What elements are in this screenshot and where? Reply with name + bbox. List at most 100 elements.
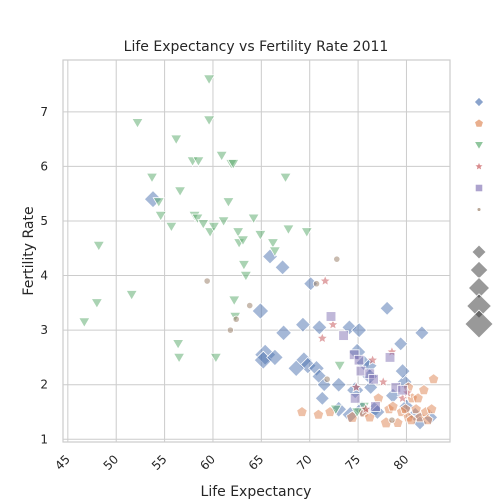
pentagon-point — [405, 414, 418, 426]
star-point — [396, 391, 409, 404]
diamond-point — [414, 325, 430, 341]
triangle-down-point — [154, 210, 168, 222]
pentagon-point — [425, 403, 438, 415]
triangle-down-point — [247, 213, 260, 225]
pentagon-point — [410, 403, 422, 415]
triangle-down-point — [165, 221, 178, 233]
triangle-down-point — [209, 352, 223, 364]
size-legend-marker — [469, 260, 489, 280]
triangle-down-point — [92, 240, 105, 252]
star-point — [376, 375, 390, 388]
x-tick-label: 45 — [52, 452, 73, 473]
y-axis-label: Fertility Rate — [21, 206, 37, 295]
triangle-down-point — [333, 360, 346, 372]
circle-point — [323, 375, 331, 383]
legend-triangle-down-marker — [473, 141, 485, 151]
triangle-down-point — [217, 216, 230, 227]
triangle-down-point — [125, 290, 138, 301]
diamond-point — [311, 319, 328, 336]
triangle-down-point — [191, 213, 204, 225]
triangle-down-point — [171, 339, 185, 350]
triangle-down-point — [226, 159, 240, 170]
legend — [464, 96, 494, 339]
triangle-down-point — [202, 74, 216, 86]
triangle-down-point — [152, 197, 165, 208]
star-point — [318, 274, 332, 287]
pentagon-point — [363, 411, 376, 423]
square-point — [325, 311, 337, 322]
circle-point — [388, 416, 396, 424]
circle-point — [333, 255, 341, 263]
triangle-down-point — [300, 227, 313, 238]
square-point — [370, 401, 381, 412]
diamond-point — [394, 363, 411, 380]
grid — [63, 60, 450, 442]
triangle-down-point — [254, 230, 267, 241]
data-points — [78, 74, 440, 431]
star-point — [359, 402, 373, 415]
star-point — [316, 331, 329, 344]
triangle-down-point — [192, 156, 205, 167]
x-tick-label: 50 — [101, 452, 122, 473]
triangle-down-point — [197, 219, 210, 230]
triangle-down-point — [215, 150, 228, 162]
triangle-down-point — [207, 221, 221, 233]
x-tick-label: 55 — [149, 452, 170, 473]
size-legend-marker — [464, 309, 494, 339]
triangle-down-point — [279, 172, 292, 184]
triangle-down-point — [172, 352, 186, 364]
circle-point — [312, 280, 321, 288]
square-point — [353, 354, 365, 366]
triangle-down-point — [350, 407, 364, 418]
x-tick-label: 65 — [246, 452, 267, 473]
x-tick-label: 70 — [294, 452, 315, 473]
triangle-down-point — [78, 317, 91, 328]
square-point — [368, 373, 379, 385]
triangle-down-point — [222, 197, 235, 208]
pentagon-point — [422, 414, 434, 426]
star-point — [326, 318, 340, 330]
triangle-down-point — [236, 235, 250, 247]
diamond-point — [274, 259, 291, 276]
x-tick-label: 60 — [197, 452, 218, 473]
diamond-point — [266, 348, 284, 367]
square-point — [338, 330, 349, 341]
circle-point — [232, 315, 240, 323]
triangle-down-point — [282, 224, 295, 236]
x-tick-label: 80 — [391, 452, 412, 473]
circle-point — [203, 277, 211, 285]
square-point — [397, 384, 408, 396]
square-point — [355, 365, 367, 377]
pentagon-point — [312, 408, 325, 420]
triangle-down-point — [266, 238, 280, 249]
star-point — [349, 380, 363, 393]
y-tick-label: 7 — [40, 105, 48, 119]
size-legend-marker — [471, 244, 487, 260]
triangle-down-point — [131, 118, 144, 129]
chart-title: Life Expectancy vs Fertility Rate 2011 — [124, 39, 389, 55]
triangle-down-point — [268, 246, 282, 258]
diamond-point — [393, 336, 409, 352]
pentagon-point — [296, 406, 308, 417]
plot-frame — [62, 59, 451, 443]
y-tick-label: 3 — [40, 323, 48, 337]
pentagon-point — [427, 373, 440, 385]
diamond-point — [314, 390, 330, 406]
square-point — [349, 393, 361, 404]
pentagon-point — [412, 392, 424, 404]
diamond-point — [330, 376, 347, 393]
triangle-down-point — [170, 134, 183, 146]
triangle-down-point — [90, 298, 104, 309]
diamond-point — [294, 316, 311, 333]
circle-point — [246, 301, 254, 310]
star-point — [366, 353, 379, 366]
legend-diamond-marker — [473, 96, 485, 108]
triangle-down-point — [239, 270, 253, 282]
diamond-point — [287, 359, 305, 378]
y-tick-label: 1 — [40, 432, 48, 446]
pentagon-point — [418, 384, 430, 396]
legend-square-marker — [474, 183, 484, 193]
diamond-point — [251, 302, 270, 320]
diamond-point — [351, 322, 368, 339]
